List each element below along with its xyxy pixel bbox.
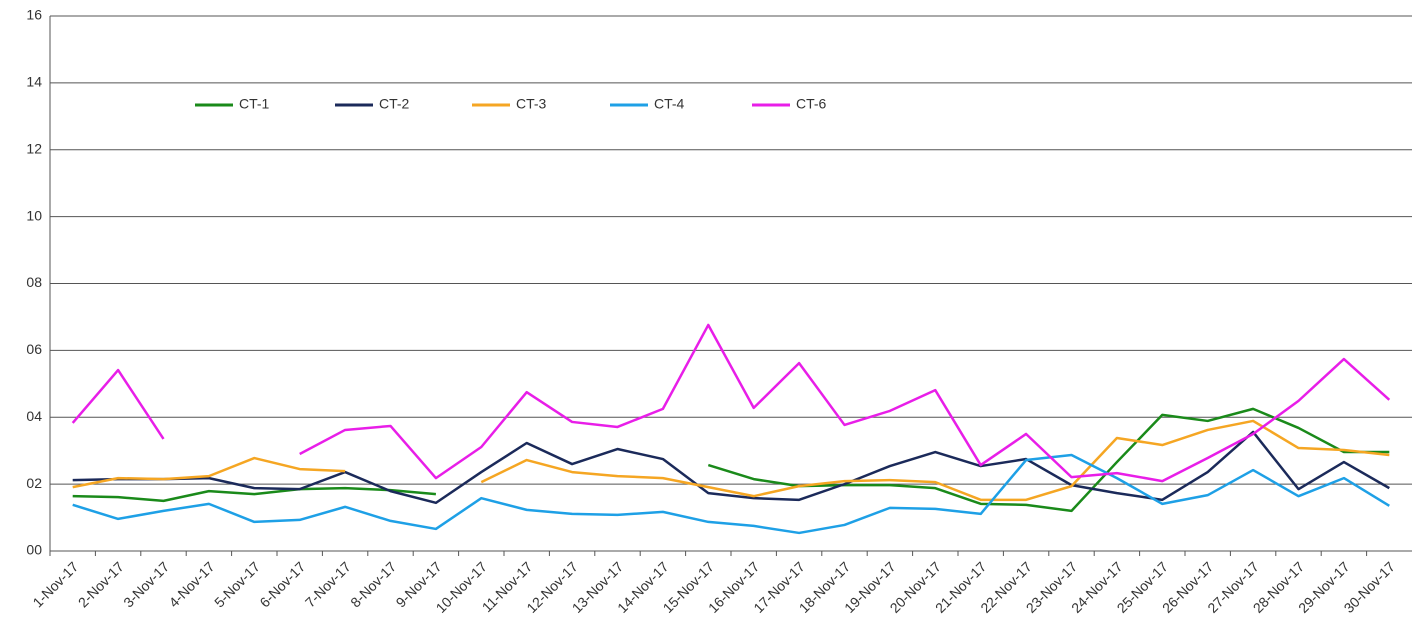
y-tick-label: 10 (26, 207, 42, 223)
y-tick-label: 06 (26, 341, 42, 357)
x-tick-label: 8-Nov-17 (347, 558, 399, 610)
series-line (72, 419, 1390, 502)
y-tick-label: 00 (26, 542, 42, 558)
series-line (71, 323, 1391, 483)
x-tick-label: 4-Nov-17 (166, 558, 218, 610)
x-tick-label: 3-Nov-17 (120, 558, 172, 610)
x-tick-label: 1-Nov-17 (29, 558, 81, 610)
y-tick-label: 16 (26, 7, 42, 23)
legend-label: CT-6 (796, 96, 827, 112)
x-tick-label: 5-Nov-17 (211, 558, 263, 610)
legend-label: CT-4 (654, 96, 685, 112)
x-tick-label: 6-Nov-17 (256, 558, 308, 610)
legend-label: CT-1 (239, 96, 270, 112)
x-tick-label: 7-Nov-17 (302, 558, 354, 610)
y-tick-label: 12 (26, 140, 42, 156)
series-line (72, 453, 1390, 535)
legend-label: CT-3 (516, 96, 547, 112)
x-tick-label: 2-Nov-17 (75, 558, 127, 610)
y-tick-label: 08 (26, 274, 42, 290)
y-tick-label: 14 (26, 74, 42, 90)
legend-label: CT-2 (379, 96, 410, 112)
y-tick-label: 04 (26, 408, 42, 424)
y-tick-label: 02 (26, 475, 42, 491)
series-line (72, 430, 1390, 505)
